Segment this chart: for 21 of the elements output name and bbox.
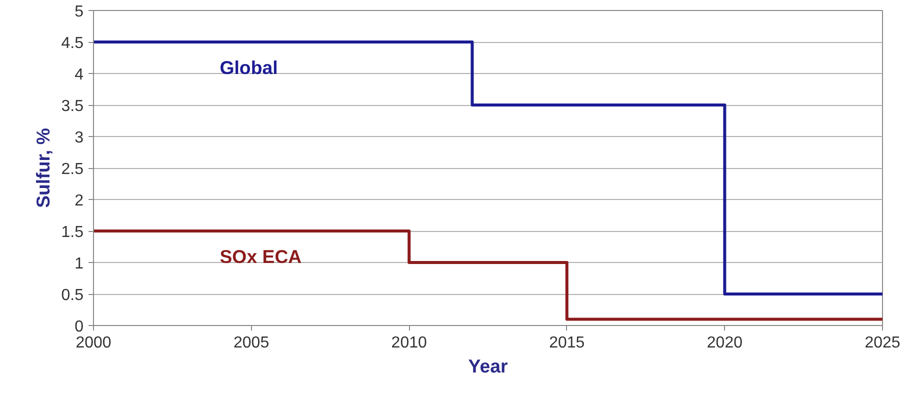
x-tick-label: 2020 <box>706 334 743 352</box>
y-tick-label: 1.5 <box>61 224 84 241</box>
y-tick-label: 3.5 <box>61 98 84 115</box>
y-tick-label: 0 <box>74 318 84 336</box>
x-tick-label: 2015 <box>549 334 585 352</box>
x-tick-label: 2000 <box>76 334 112 352</box>
series-label: SOx ECA <box>220 246 302 267</box>
y-tick-label: 2.5 <box>61 161 84 178</box>
y-tick-label: 4 <box>74 66 84 84</box>
y-tick-label: 1 <box>74 256 84 272</box>
x-tick-label: 2010 <box>391 334 427 352</box>
y-tick-label: 5 <box>74 4 84 20</box>
y-tick-label: 3 <box>74 130 84 146</box>
y-tick-label: 4.5 <box>61 35 84 52</box>
series-label: Global <box>220 57 278 78</box>
y-tick-label: 2 <box>74 192 84 210</box>
x-axis-title: Year <box>468 356 508 376</box>
y-tick-label: 0.5 <box>61 287 84 304</box>
x-tick-label: 2025 <box>864 334 900 352</box>
y-axis-title: Sulfur, % <box>32 128 54 208</box>
x-tick-label: 2005 <box>234 334 270 352</box>
